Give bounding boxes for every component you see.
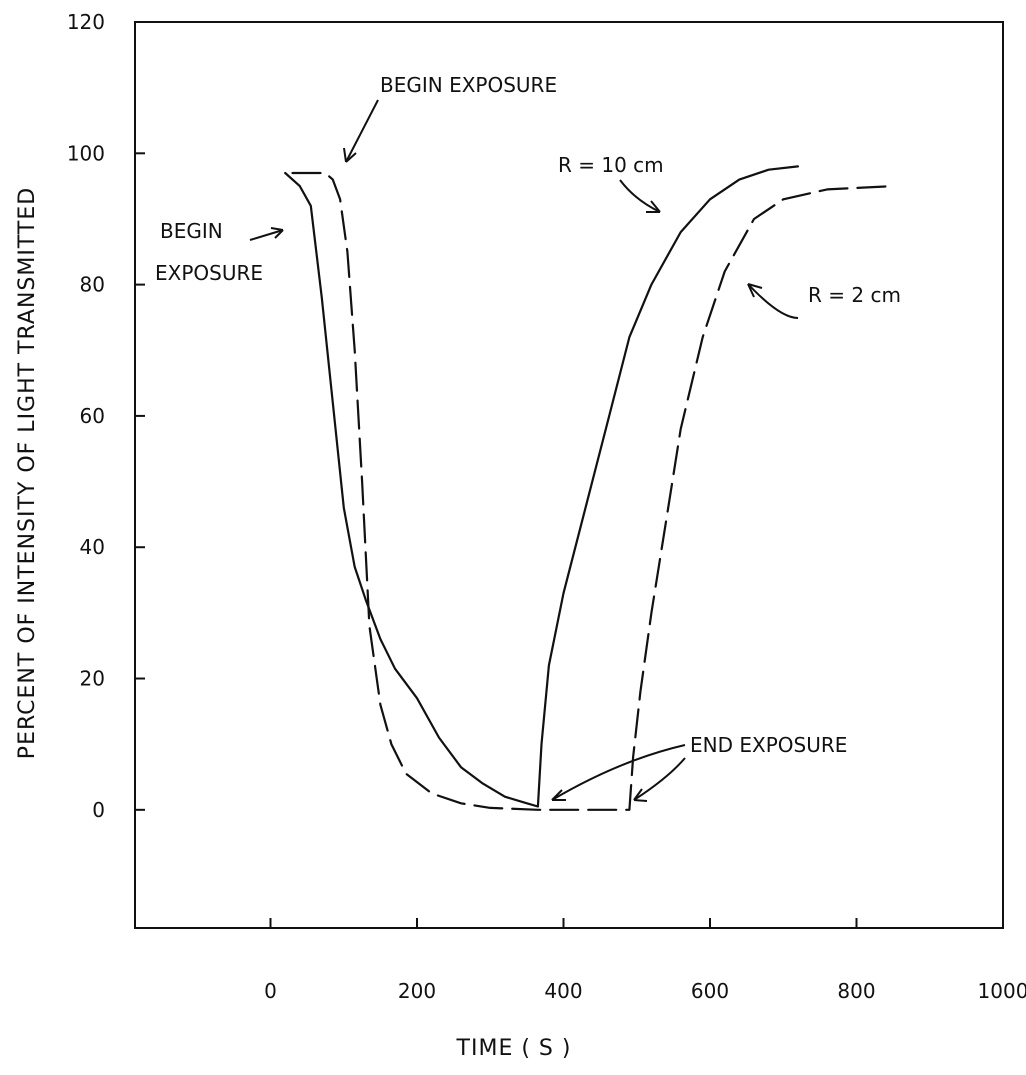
arrow-r-10cm [619, 179, 661, 213]
y-axis-title: PERCENT OF INTENSITY OF LIGHT TRANSMITTE… [15, 187, 40, 759]
y-tick-label: 0 [92, 798, 105, 822]
series-line-r-2cm [291, 171, 895, 811]
arrowhead-begin-exposure-top [343, 147, 357, 163]
x-tick-label: 400 [544, 979, 582, 1003]
plot-frame [134, 21, 1004, 929]
y-tick-label: 120 [67, 10, 105, 34]
y-tick-label: 80 [80, 273, 105, 297]
arrowhead-begin-exposure-left [270, 227, 284, 239]
arrowhead-r-10cm [646, 200, 661, 213]
arrow-end-exposure-10cm [551, 744, 686, 801]
arrowhead-r-2cm [747, 283, 763, 298]
y-tick-label: 100 [67, 141, 105, 165]
annotation-end-exposure: END EXPOSURE [690, 733, 847, 757]
annotation-begin-exposure-left-line2: EXPOSURE [155, 261, 263, 285]
x-axis-title: TIME ( S ) [456, 1036, 572, 1061]
plot-border [134, 21, 1004, 929]
x-tick-label: 800 [837, 979, 875, 1003]
y-tick-label: 60 [80, 404, 105, 428]
annotation-r-10cm: R = 10 cm [558, 153, 664, 177]
series-line-r-10cm [284, 165, 799, 808]
annotations: BEGIN EXPOSURE BEGIN EXPOSURE R = 10 cm … [155, 73, 901, 802]
x-tick-label: 600 [691, 979, 729, 1003]
arrow-begin-exposure-left [249, 229, 284, 241]
arrow-r-2cm [747, 283, 799, 319]
y-tick-label: 40 [80, 535, 105, 559]
annotation-begin-exposure-top: BEGIN EXPOSURE [380, 73, 557, 97]
y-tick-label: 20 [80, 667, 105, 691]
axis-ticks: 0 20 40 60 80 100 120 0 200 400 600 800 1000 [67, 10, 1026, 1003]
x-tick-label: 1000 [978, 979, 1026, 1003]
annotation-begin-exposure-left-line1: BEGIN [160, 219, 223, 243]
x-tick-label: 0 [264, 979, 277, 1003]
arrow-end-exposure-2cm [633, 757, 686, 801]
annotation-r-2cm: R = 2 cm [808, 283, 901, 307]
series-lines [284, 165, 895, 811]
x-tick-label: 200 [398, 979, 436, 1003]
arrow-begin-exposure-top [345, 99, 379, 163]
arrowhead-end-exposure-2cm [633, 788, 648, 802]
arrowhead-end-exposure-10cm [551, 789, 566, 801]
